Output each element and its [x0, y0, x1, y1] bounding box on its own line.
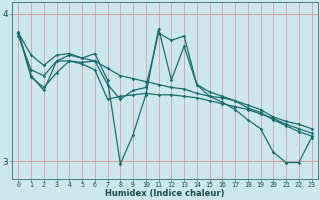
- X-axis label: Humidex (Indice chaleur): Humidex (Indice chaleur): [105, 189, 225, 198]
